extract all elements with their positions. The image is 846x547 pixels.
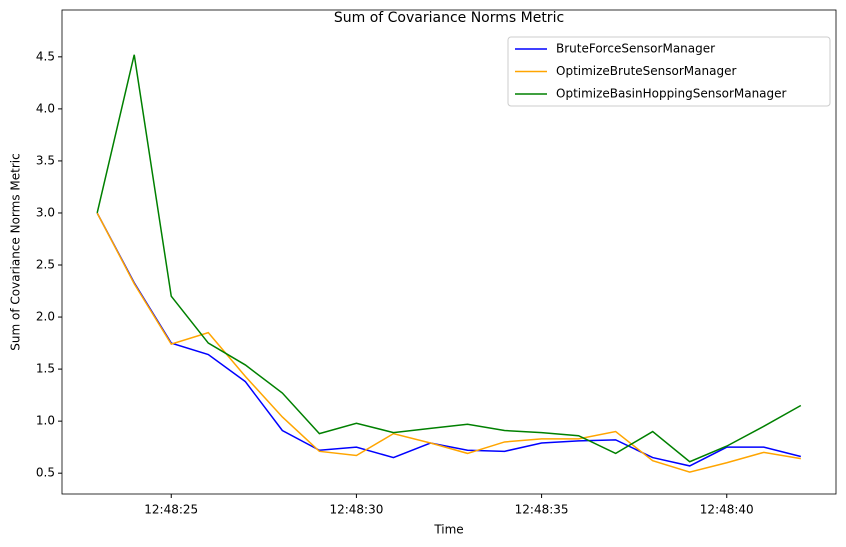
x-tick-label: 12:48:30 [329,503,383,517]
legend-label: BruteForceSensorManager [556,42,715,56]
x-tick-label: 12:48:40 [700,503,754,517]
legend-label: OptimizeBruteSensorManager [556,64,736,78]
legend-box [507,36,831,107]
y-tick-label: 0.5 [36,466,55,480]
x-tick-label: 12:48:25 [144,503,198,517]
series-line [96,54,802,463]
chart-title: Sum of Covariance Norms Metric [334,10,564,26]
y-tick-label: 1.0 [36,414,55,428]
series-line [96,212,801,473]
x-axis-label: Time [433,523,463,537]
y-tick-label: 3.0 [36,205,55,219]
y-tick-label: 1.5 [36,362,55,376]
x-tick-label: 12:48:35 [515,503,569,517]
y-tick-label: 4.0 [36,101,55,115]
plot-frame [61,9,837,495]
y-tick-label: 2.5 [36,258,55,272]
y-tick-label: 3.5 [36,153,55,167]
y-axis-label: Sum of Covariance Norms Metric [9,153,23,350]
y-tick-label: 4.5 [36,49,55,63]
y-tick-label: 2.0 [36,310,55,324]
legend-label: OptimizeBasinHoppingSensorManager [556,87,787,101]
series-line [96,212,802,467]
